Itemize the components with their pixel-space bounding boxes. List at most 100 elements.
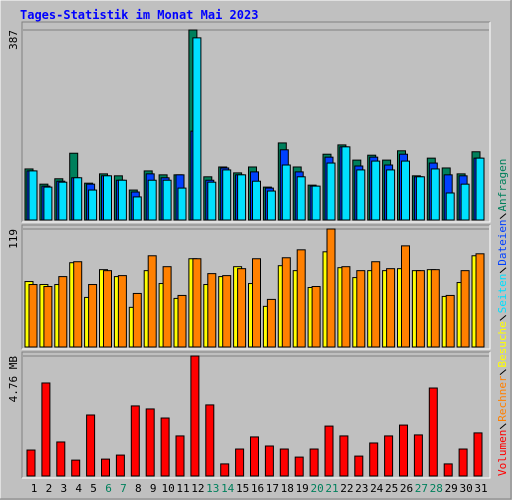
legend-label: Besuche [496, 321, 509, 367]
bar [399, 424, 408, 477]
x-tick-label: 27 [415, 482, 428, 495]
bar [428, 387, 438, 477]
bar [28, 284, 38, 348]
bar [207, 273, 217, 348]
bar [237, 174, 247, 221]
bar [222, 169, 232, 221]
bar [415, 176, 425, 221]
bar [205, 404, 215, 477]
bar [339, 435, 349, 477]
x-tick-label: 4 [75, 482, 82, 495]
bar [430, 269, 440, 348]
bar [175, 435, 185, 477]
bar [115, 454, 125, 477]
legend-separator [499, 213, 507, 219]
bar [252, 180, 261, 221]
bar [71, 459, 81, 477]
bar [324, 425, 334, 477]
x-tick-label: 29 [445, 482, 458, 495]
bar [192, 37, 202, 221]
bar [415, 270, 425, 348]
bar [401, 160, 410, 221]
bar [356, 169, 366, 221]
bar [369, 442, 379, 477]
bar [341, 266, 351, 348]
bar [222, 275, 232, 348]
bar [296, 176, 306, 221]
bar [279, 448, 289, 477]
x-tick-label: 23 [355, 482, 368, 495]
bar [252, 258, 261, 348]
x-tick-label: 19 [296, 482, 309, 495]
panel-border-light [22, 352, 491, 479]
bar [473, 432, 483, 477]
bar [58, 181, 68, 221]
bar [147, 179, 157, 221]
bar [475, 157, 485, 221]
bar [413, 434, 423, 477]
x-tick-label: 3 [60, 482, 67, 495]
bar [207, 181, 217, 221]
bar [130, 405, 140, 477]
bar [326, 228, 336, 348]
legend-separator [499, 315, 507, 321]
bar [311, 286, 321, 348]
legend-label: Rechner [496, 375, 509, 422]
bar [28, 170, 38, 221]
bar [356, 270, 366, 348]
x-tick-label: 31 [474, 482, 487, 495]
bar [311, 185, 321, 221]
bar [384, 435, 394, 477]
x-tick-label: 17 [266, 482, 279, 495]
bar [160, 417, 170, 477]
bar [264, 445, 274, 477]
legend-label: Volumen [496, 430, 509, 476]
x-tick-label: 13 [206, 482, 219, 495]
x-tick-label: 20 [310, 482, 323, 495]
bar [132, 196, 142, 221]
bar [443, 463, 453, 477]
x-tick-label: 9 [150, 482, 157, 495]
bar [86, 414, 96, 477]
x-tick-label: 14 [221, 482, 235, 495]
y-tick-label: 387 [7, 30, 20, 50]
bar [162, 266, 172, 348]
x-tick-label: 1 [31, 482, 38, 495]
panel-border-light [22, 22, 491, 223]
bar [103, 270, 112, 348]
bar [73, 177, 83, 221]
bar [101, 458, 110, 477]
bar [235, 448, 245, 477]
bar [162, 179, 172, 221]
bar [458, 448, 468, 477]
bar [237, 268, 247, 348]
bar [220, 463, 230, 477]
x-tick-label: 11 [176, 482, 189, 495]
x-tick-label: 10 [161, 482, 174, 495]
x-tick-label: 25 [385, 482, 398, 495]
bar [401, 245, 410, 348]
bar [177, 294, 187, 348]
x-tick-label: 2 [46, 482, 53, 495]
bar [117, 179, 127, 221]
legend-separator [499, 369, 507, 375]
bar [326, 162, 336, 221]
x-tick-label: 30 [459, 482, 472, 495]
panel-border-dark [21, 21, 490, 222]
bar [250, 436, 259, 477]
bar [294, 456, 304, 477]
x-tick-label: 22 [340, 482, 353, 495]
bar [445, 294, 455, 348]
legend-separator [499, 267, 507, 274]
legend-separator [499, 423, 507, 430]
bar [460, 183, 470, 221]
bar [386, 268, 396, 348]
panel-border-dark [21, 224, 490, 349]
x-tick-label: 8 [135, 482, 142, 495]
bar [281, 257, 291, 348]
bar [371, 160, 381, 221]
bar [43, 186, 53, 221]
bar [354, 455, 364, 477]
